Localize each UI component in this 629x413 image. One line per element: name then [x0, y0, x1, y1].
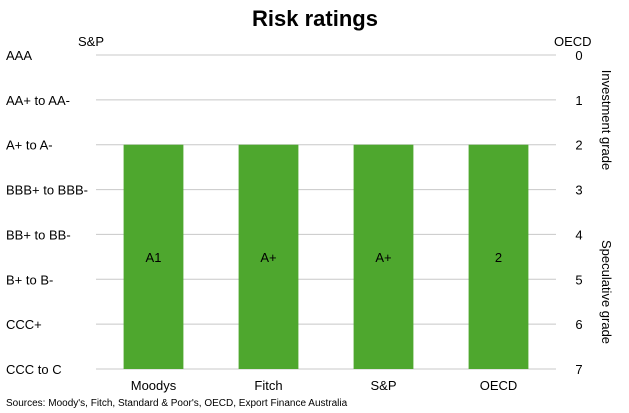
left-tick-labels: AAA AA+ to AA- A+ to A- BBB+ to BBB- BB+ to …: [6, 48, 88, 377]
right-axis-label: OECD: [554, 34, 592, 49]
right-tick-label: 1: [575, 93, 582, 108]
category-label: Moodys: [131, 378, 177, 393]
category-label: OECD: [480, 378, 518, 393]
source-note: Sources: Moody's, Fitch, Standard & Poor…: [6, 398, 348, 409]
right-tick-label: 2: [575, 138, 582, 153]
bar: [123, 144, 184, 369]
left-tick-label: A+ to A-: [6, 138, 53, 153]
bar: [353, 144, 414, 369]
right-tick-labels: 0 1 2 3 4 5 6 7: [575, 48, 582, 377]
category-labels: Moodys Fitch S&P OECD: [131, 378, 518, 393]
right-tick-label: 7: [575, 362, 582, 377]
left-tick-label: AA+ to AA-: [6, 93, 70, 108]
bar-data-label: A1: [146, 250, 162, 265]
chart-title: Risk ratings: [252, 6, 378, 31]
right-tick-label: 6: [575, 317, 582, 332]
right-tick-label: 3: [575, 183, 582, 198]
left-tick-label: B+ to B-: [6, 272, 53, 287]
right-tick-label: 5: [575, 272, 582, 287]
bar: [238, 144, 299, 369]
left-axis-label: S&P: [78, 34, 104, 49]
bar-data-label: 2: [495, 250, 502, 265]
right-tick-label: 0: [575, 48, 582, 63]
left-tick-label: BB+ to BB-: [6, 227, 71, 242]
right-tick-label: 4: [575, 227, 582, 242]
bars: A1 A+ A+ 2: [123, 144, 529, 369]
bar-data-label: A+: [375, 250, 391, 265]
category-label: Fitch: [254, 378, 282, 393]
bar-data-label: A+: [260, 250, 276, 265]
investment-grade-annotation: Investment grade: [599, 70, 614, 170]
left-tick-label: CCC to C: [6, 362, 62, 377]
left-tick-label: AAA: [6, 48, 32, 63]
left-tick-label: BBB+ to BBB-: [6, 183, 88, 198]
bar: [468, 144, 529, 369]
speculative-grade-annotation: Speculative grade: [599, 240, 614, 344]
category-label: S&P: [370, 378, 396, 393]
left-tick-label: CCC+: [6, 317, 42, 332]
